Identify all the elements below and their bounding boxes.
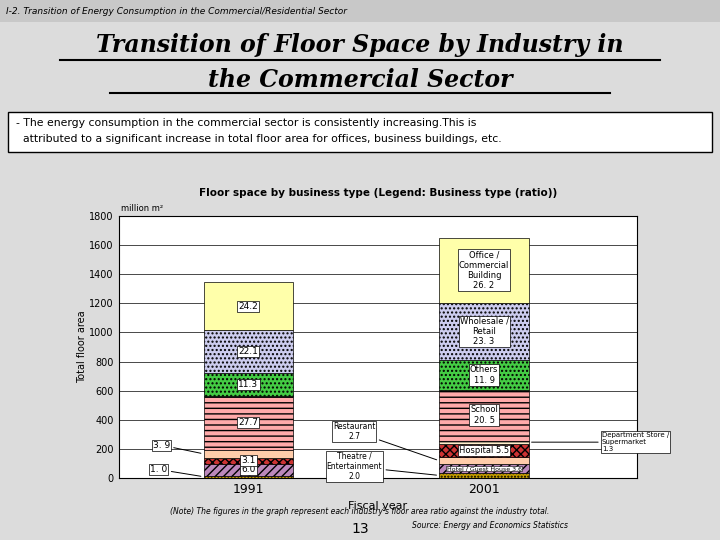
Bar (439, 390, 528, 441)
Bar (439, 464, 528, 473)
Text: Office /
Commercial
Building
26. 2: Office / Commercial Building 26. 2 (459, 250, 509, 291)
Text: 3. 9: 3. 9 (153, 441, 201, 453)
Text: 24.2: 24.2 (238, 302, 258, 310)
Text: Hotel / Guest House 3.6: Hotel / Guest House 3.6 (446, 466, 521, 471)
Text: Transition of Floor Space by Industry in: Transition of Floor Space by Industry in (96, 33, 624, 57)
Text: Floor space by business type (Legend: Business type (ratio)): Floor space by business type (Legend: Bu… (199, 188, 557, 198)
Bar (204, 476, 293, 478)
Bar (439, 441, 528, 444)
Text: the Commercial Sector: the Commercial Sector (207, 68, 513, 92)
Text: I-2. Transition of Energy Consumption in the Commercial/Residential Sector: I-2. Transition of Energy Consumption in… (6, 6, 347, 16)
Bar (204, 464, 293, 476)
Bar (439, 238, 528, 303)
Bar (204, 330, 293, 373)
Text: 1. 0: 1. 0 (150, 465, 201, 476)
Text: Hospital 5.5: Hospital 5.5 (459, 446, 509, 455)
Bar (8, 112, 712, 152)
Text: 3.1: 3.1 (241, 456, 256, 465)
Text: - The energy consumption in the commercial sector is consistently increasing.Thi: - The energy consumption in the commerci… (16, 118, 502, 144)
Bar (204, 396, 293, 450)
Text: Restaurant
2.7: Restaurant 2.7 (333, 422, 436, 460)
Text: (Note) The figures in the graph represent each industry's floor area ratio again: (Note) The figures in the graph represen… (171, 508, 549, 516)
Bar (439, 457, 528, 464)
Y-axis label: Total floor area: Total floor area (76, 310, 86, 383)
Text: million m²: million m² (121, 204, 163, 213)
Text: 6.0: 6.0 (241, 465, 256, 474)
Bar (439, 473, 528, 478)
Text: 22.1: 22.1 (238, 347, 258, 356)
Bar (439, 360, 528, 390)
Bar (204, 450, 293, 458)
Text: Theatre /
Entertainment
2.0: Theatre / Entertainment 2.0 (327, 451, 436, 482)
Bar (439, 444, 528, 457)
Bar (439, 303, 528, 360)
Bar (0, 0, 720, 22)
Text: 11.3: 11.3 (238, 380, 258, 389)
Bar (204, 373, 293, 396)
Text: Others
11. 9: Others 11. 9 (470, 366, 498, 385)
Text: School
20. 5: School 20. 5 (470, 406, 498, 425)
Bar (204, 282, 293, 330)
Text: Department Store /
Supermarket
1.3: Department Store / Supermarket 1.3 (531, 432, 669, 452)
Bar (0, 22, 720, 110)
X-axis label: Fiscal year: Fiscal year (348, 501, 408, 511)
Text: 27.7: 27.7 (238, 418, 258, 427)
Text: Wholesale /
Retail
23. 3: Wholesale / Retail 23. 3 (459, 316, 508, 347)
Text: Source: Energy and Economics Statistics: Source: Energy and Economics Statistics (412, 521, 568, 530)
Text: 13: 13 (351, 522, 369, 536)
Bar (204, 458, 293, 464)
